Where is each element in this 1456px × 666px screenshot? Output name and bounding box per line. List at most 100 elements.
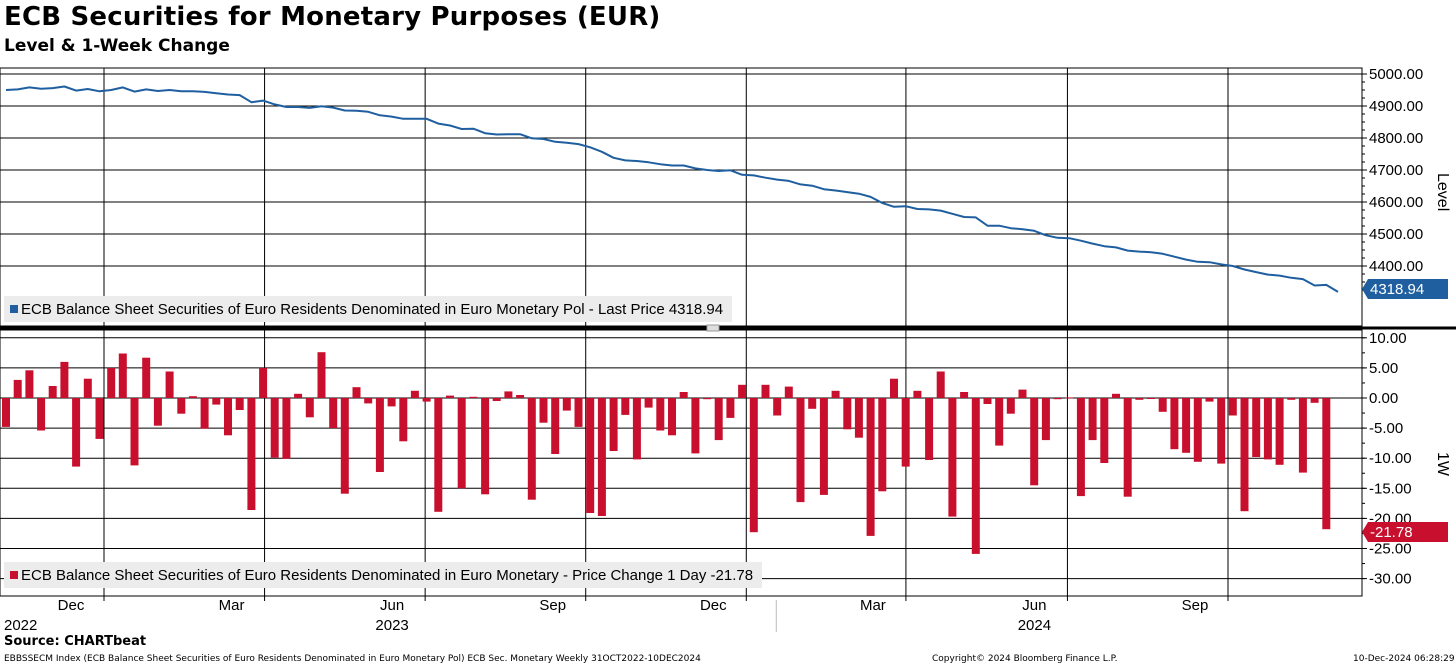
axes: 5000.00 4900.00 4800.00 4700.00 4600.00 4500.… xyxy=(0,66,1423,634)
change-bar xyxy=(878,398,887,492)
change-legend-swatch xyxy=(10,571,18,579)
change-bar xyxy=(352,387,361,398)
change-bar xyxy=(329,398,338,429)
level-y-tick-label: 4800.00 xyxy=(1369,130,1423,147)
change-bar xyxy=(340,398,349,494)
change-bar xyxy=(1275,398,1284,465)
change-bar xyxy=(375,398,384,472)
change-bar xyxy=(247,398,256,510)
change-bar xyxy=(597,398,606,516)
change-y-tick-label: -15.00 xyxy=(1369,480,1412,497)
change-bar xyxy=(305,398,314,418)
change-bar xyxy=(1112,393,1120,398)
change-bar xyxy=(224,398,232,436)
change-bar xyxy=(913,390,922,398)
change-bar xyxy=(142,357,151,398)
change-y-tick-label: -30.00 xyxy=(1369,571,1412,588)
change-bar xyxy=(294,393,303,398)
change-y-tick-label: -5.00 xyxy=(1369,420,1403,437)
change-bar xyxy=(819,398,828,495)
x-month-label: Sep xyxy=(539,597,566,614)
change-bar xyxy=(562,398,571,411)
gridlines xyxy=(0,67,1456,597)
x-month-label: Jun xyxy=(380,597,404,614)
change-bar xyxy=(749,398,758,533)
change-bar xyxy=(235,398,244,410)
x-month-label: Sep xyxy=(1182,597,1209,614)
change-bar xyxy=(130,398,139,466)
level-y-tick-label: 5000.00 xyxy=(1369,66,1423,83)
change-bar xyxy=(784,386,793,398)
change-bar xyxy=(13,379,22,398)
change-bar xyxy=(446,395,454,398)
chart-title: ECB Securities for Monetary Purposes (EU… xyxy=(4,2,661,32)
change-bar xyxy=(854,398,863,438)
change-bar xyxy=(95,398,104,439)
change-bar xyxy=(212,398,221,405)
change-bar xyxy=(516,395,525,398)
level-series xyxy=(5,85,1339,293)
change-bar xyxy=(282,398,291,459)
change-bar xyxy=(983,398,992,404)
change-bar xyxy=(1053,398,1062,400)
change-bar xyxy=(1006,398,1015,414)
level-y-tick-label: 4900.00 xyxy=(1369,98,1423,115)
change-bar xyxy=(890,378,898,398)
change-bar xyxy=(165,371,174,398)
change-bar xyxy=(1041,398,1050,441)
change-bar xyxy=(761,384,770,398)
change-bar xyxy=(434,398,443,512)
change-bar xyxy=(422,398,431,402)
level-y-tick-label: 4600.00 xyxy=(1369,194,1423,211)
change-bar xyxy=(1170,398,1179,450)
change-bar xyxy=(656,398,665,431)
change-y-tick-label: 0.00 xyxy=(1369,390,1398,407)
level-axis-label: Level xyxy=(1434,173,1451,211)
level-last-value-tag xyxy=(1362,279,1448,299)
x-month-label: Mar xyxy=(219,597,245,614)
change-bar xyxy=(527,398,536,500)
x-year-label: 2024 xyxy=(1018,617,1051,634)
change-bar xyxy=(1298,398,1307,473)
change-y-tick-label: -10.00 xyxy=(1369,450,1412,467)
change-bar xyxy=(37,398,46,431)
change-bar xyxy=(1263,398,1272,460)
change-legend: ECB Balance Sheet Securities of Euro Res… xyxy=(4,562,762,588)
change-bar xyxy=(621,398,630,415)
change-bar xyxy=(703,398,712,400)
change-axis-label: 1W xyxy=(1434,452,1451,477)
change-bar xyxy=(399,398,408,442)
change-bar xyxy=(843,398,852,430)
change-bar xyxy=(1182,398,1191,453)
change-bar xyxy=(1252,398,1261,457)
copyright: Copyright© 2024 Bloomberg Finance L.P. xyxy=(932,654,1118,664)
change-bar xyxy=(1158,398,1167,412)
change-bar xyxy=(808,398,817,409)
x-month-label: Jun xyxy=(1022,597,1046,614)
change-bar xyxy=(118,353,127,398)
change-bar xyxy=(317,352,326,398)
change-bar xyxy=(1228,398,1237,416)
change-bar xyxy=(410,390,419,398)
change-bar xyxy=(188,396,197,398)
change-bar xyxy=(936,371,945,398)
level-legend-text: ECB Balance Sheet Securities of Euro Res… xyxy=(21,301,723,318)
level-y-tick-label: 4500.00 xyxy=(1369,226,1423,243)
change-bar xyxy=(1240,398,1249,512)
level-panel-frame xyxy=(0,67,1363,327)
change-y-tick-label: -25.00 xyxy=(1369,541,1412,558)
change-bar xyxy=(1287,398,1296,400)
change-bar xyxy=(551,398,560,454)
change-bar xyxy=(831,390,840,398)
change-bar xyxy=(644,398,653,408)
change-bar xyxy=(492,398,501,401)
change-bar xyxy=(83,378,92,398)
change-bar xyxy=(48,386,57,398)
change-bar xyxy=(960,392,969,398)
change-bars xyxy=(2,352,1331,554)
change-bar xyxy=(469,396,478,398)
change-bar xyxy=(107,367,116,398)
change-bar xyxy=(259,367,268,398)
change-bar xyxy=(738,384,747,398)
change-bar xyxy=(925,398,934,460)
